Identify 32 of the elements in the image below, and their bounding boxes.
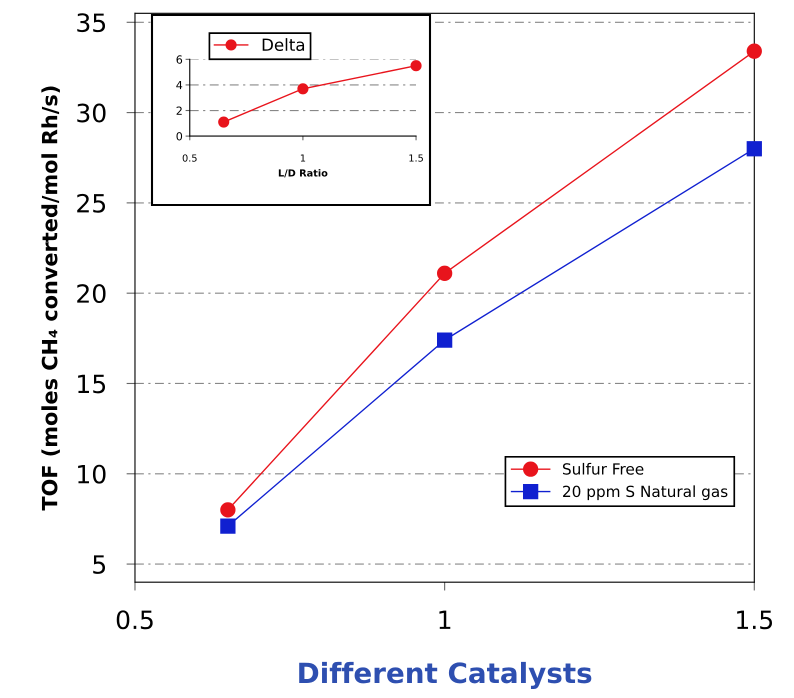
y-tick-label: 2 (176, 106, 182, 115)
y-tick-label: 6 (176, 55, 182, 64)
point (746, 141, 762, 156)
y-tick-label: 10 (78, 464, 106, 484)
y-tick-label: 25 (77, 194, 106, 213)
y-tick-label: 0 (176, 132, 182, 140)
y-tick-label: 5 (93, 555, 106, 574)
point (297, 83, 308, 94)
legend-label: Delta (262, 38, 304, 52)
x-tick-label: 0.5 (116, 610, 153, 630)
x-tick-label: 1.5 (737, 610, 772, 630)
x-axis-title: L/D Ratio (278, 169, 328, 178)
y-tick-label: 4 (176, 81, 182, 90)
point (218, 116, 230, 128)
point (410, 60, 422, 72)
y-tick-label: 20 (77, 284, 106, 304)
x-tick-label: 1 (300, 154, 306, 162)
y-tick-label: 15 (78, 374, 106, 394)
legend-label: Sulfur Free (562, 462, 644, 475)
x-tick-label: 0.5 (182, 154, 197, 162)
x-tick-label: 1 (439, 610, 450, 629)
point (437, 266, 452, 281)
y-axis-title: TOF (moles CH₄ converted/mol Rh/s) (41, 86, 60, 511)
point (220, 518, 236, 534)
point (746, 44, 762, 59)
y-tick-label: 30 (77, 104, 106, 122)
point (437, 332, 452, 348)
legend-label: 20 ppm S Natural gas (563, 485, 728, 500)
x-tick-label: 1.5 (409, 154, 423, 162)
x-axis-title: Different Catalysts (299, 662, 592, 689)
point (220, 502, 236, 518)
y-tick-label: 35 (77, 13, 106, 32)
